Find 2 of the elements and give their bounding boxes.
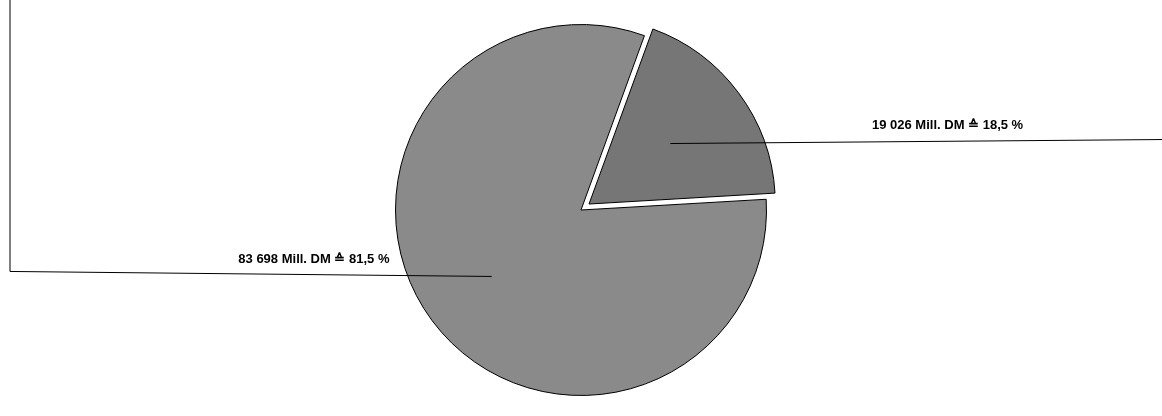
data-label: 19 026 Mill. DM ≙ 18,5 % <box>872 116 1024 132</box>
data-label: 83 698 Mill. DM ≙ 81,5 % <box>238 250 390 266</box>
